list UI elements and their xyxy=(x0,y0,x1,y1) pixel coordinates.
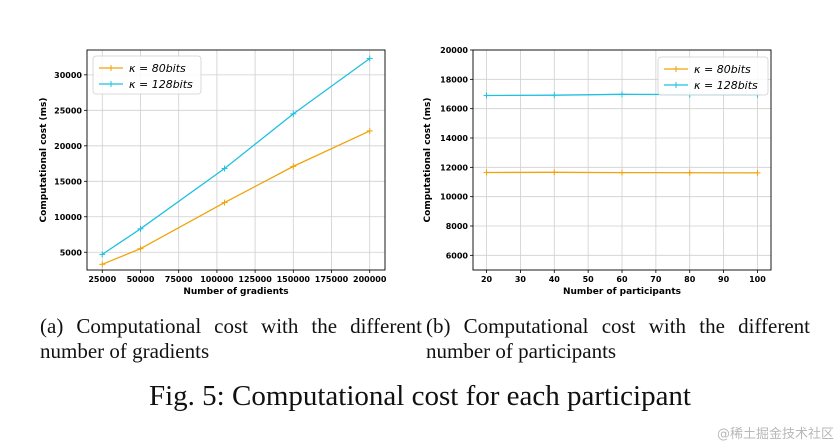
data-point xyxy=(221,199,228,206)
y-tick-label: 16000 xyxy=(440,105,468,114)
y-tick-label: 25000 xyxy=(54,106,82,115)
data-point xyxy=(686,169,693,176)
y-axis-label: Computational cost (ms) xyxy=(39,98,49,223)
data-point xyxy=(366,55,373,62)
data-point xyxy=(99,261,106,268)
x-tick-label: 40 xyxy=(549,275,561,284)
x-tick-label: 30 xyxy=(515,275,527,284)
legend-item: κ = 80bits xyxy=(664,63,751,76)
x-tick-label: 50 xyxy=(583,275,595,284)
y-tick-label: 18000 xyxy=(440,75,468,84)
x-axis-label: Number of participants xyxy=(563,287,681,297)
legend-label: κ = 128bits xyxy=(129,78,193,91)
y-tick-label: 6000 xyxy=(446,251,469,260)
chart-gradients: 25000 50000 75000 100000 125000 150000 175000 2… xyxy=(0,0,420,310)
x-tick-label: 60 xyxy=(616,275,628,284)
legend-label: κ = 80bits xyxy=(129,62,186,75)
y-tick-label: 10000 xyxy=(440,193,468,202)
subcaption-b: (b) Computational cost with the differen… xyxy=(426,314,810,363)
y-tick-label: 20000 xyxy=(440,46,468,55)
subcaption-a: (a) Computational cost with the differen… xyxy=(40,314,422,363)
data-point xyxy=(99,251,106,258)
data-point xyxy=(483,92,490,99)
data-point xyxy=(619,169,625,176)
legend: κ = 80bits κ = 128bits xyxy=(657,56,769,96)
x-tick-label: 20 xyxy=(481,275,493,284)
x-tick-label: 100 xyxy=(749,275,766,284)
legend-label: κ = 80bits xyxy=(694,63,751,76)
data-point xyxy=(366,127,373,134)
watermark: @稀土掘金技术社区 xyxy=(716,427,834,442)
chart-svg: 20 30 40 50 60 70 80 90 100 6000 8000 10000 12000 140… xyxy=(423,46,772,297)
data-point xyxy=(551,169,558,176)
data-point xyxy=(221,165,228,172)
y-tick-label: 8000 xyxy=(446,222,469,231)
y-tick-label: 5000 xyxy=(60,248,83,257)
x-axis-label: Number of gradients xyxy=(183,287,288,297)
series-line-1 xyxy=(102,130,370,265)
legend-label: κ = 128bits xyxy=(694,79,758,92)
chart-participants: 20 30 40 50 60 70 80 90 100 6000 8000 10000 12000 140… xyxy=(420,0,840,310)
plot-frame xyxy=(86,49,386,271)
data-point xyxy=(137,245,144,252)
legend-item: κ = 128bits xyxy=(664,79,758,92)
y-tick-label: 12000 xyxy=(440,163,468,172)
x-tick-label: 25000 xyxy=(88,275,116,284)
x-tick-label: 175000 xyxy=(315,275,349,284)
legend-item: κ = 128bits xyxy=(99,78,193,91)
x-tick-label: 125000 xyxy=(238,275,272,284)
x-tick-label: 75000 xyxy=(165,275,193,284)
data-point xyxy=(290,163,297,170)
x-tick-label: 150000 xyxy=(277,275,311,284)
data-point xyxy=(290,110,297,117)
data-point xyxy=(754,169,761,176)
x-tick-label: 80 xyxy=(684,275,696,284)
y-tick-label: 20000 xyxy=(54,142,82,151)
y-tick-label: 10000 xyxy=(54,213,82,222)
chart-svg: 25000 50000 75000 100000 125000 150000 175000 2… xyxy=(39,49,387,297)
x-tick-label: 70 xyxy=(650,275,662,284)
figure-caption: Fig. 5: Computational cost for each part… xyxy=(148,380,691,412)
x-tick-label: 100000 xyxy=(200,275,234,284)
data-point xyxy=(551,92,558,99)
x-tick-label: 50000 xyxy=(127,275,155,284)
data-point xyxy=(619,91,625,98)
legend: κ = 80bits κ = 128bits xyxy=(92,55,202,95)
x-tick-label: 200000 xyxy=(353,275,387,284)
y-axis-label: Computational cost (ms) xyxy=(423,98,433,223)
x-tick-label: 90 xyxy=(718,275,730,284)
legend-item: κ = 80bits xyxy=(99,62,186,75)
y-tick-label: 30000 xyxy=(54,71,82,80)
y-tick-label: 14000 xyxy=(440,134,468,143)
data-point xyxy=(137,225,144,232)
data-point xyxy=(483,169,490,176)
y-tick-label: 15000 xyxy=(54,177,82,186)
